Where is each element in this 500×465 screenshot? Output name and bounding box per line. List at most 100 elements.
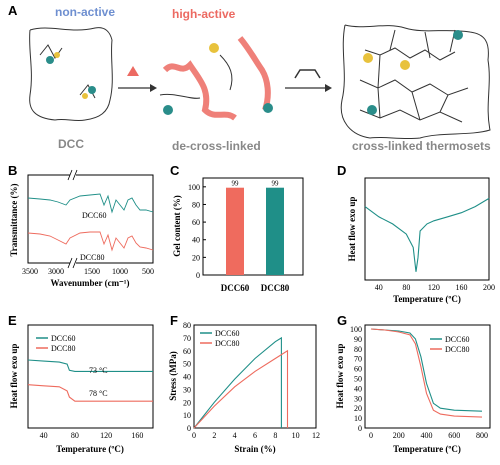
dsc-dcc60-line <box>27 359 153 372</box>
heat-triangle-icon <box>127 66 139 76</box>
tg-annotation-dcc80: 78 °C <box>89 389 108 398</box>
panel-g-axes-frame <box>364 324 491 429</box>
panel-b-xtick: 1000 <box>112 267 128 276</box>
panel-f-ytick: 70 <box>183 334 191 343</box>
legend-label-dcc60: DCC60 <box>51 334 75 343</box>
panel-g-ytick: 0 <box>358 424 362 433</box>
panel-g-ytick: 80 <box>354 345 362 354</box>
panel-b-xtick: 1500 <box>84 267 100 276</box>
panel-f-axes-frame <box>193 324 317 429</box>
panel-g-ytick: 70 <box>354 355 362 364</box>
panel-c-ylabel: Gel content (%) <box>172 195 182 256</box>
panel-g: G DCC60 DCC80 Heat flow exo up 010203040… <box>335 313 491 454</box>
panel-g-xtick: 0 <box>369 431 373 440</box>
arrow-1-head-icon <box>150 84 157 92</box>
dcc-node-yellow-1 <box>54 52 60 58</box>
gel-bar-value-label: 99 <box>272 180 280 188</box>
panel-f-ytick: 50 <box>183 360 191 369</box>
gel-category-label: DCC60 <box>221 283 250 293</box>
panel-f-letter: F <box>170 313 178 328</box>
panel-c-ytick: 80 <box>192 200 200 209</box>
panel-c-ytick: 100 <box>188 183 200 192</box>
panel-c-ytick: 20 <box>192 253 200 262</box>
panel-f-xtick: 4 <box>233 431 237 440</box>
panel-e-xtick: 160 <box>131 431 143 440</box>
panel-f-xlabel: Strain (%) <box>234 444 275 454</box>
panel-d-letter: D <box>337 163 346 178</box>
legend-label-dcc80: DCC80 <box>51 344 75 353</box>
non-active-label: non-active <box>55 5 115 19</box>
panel-e-xlabel: Temperature (ºC) <box>56 444 124 454</box>
crosslinker-icon <box>294 69 321 79</box>
panel-d-xtick: 40 <box>375 283 383 292</box>
panel-g-ytick: 100 <box>350 325 362 334</box>
panel-g-xtick: 200 <box>393 431 405 440</box>
panel-e-ylabel: Heat flow exo up <box>9 344 19 409</box>
dcc-node-yellow-2 <box>82 93 88 99</box>
panel-b-ylabel: Transmittance (%) <box>9 183 19 256</box>
panel-a: A non-active high-active DCC <box>8 3 491 153</box>
legend-label-dcc60: DCC60 <box>215 329 239 338</box>
panel-f-ytick: 60 <box>183 347 191 356</box>
decross-label: de-cross-linked <box>172 139 261 153</box>
panel-c-ytick: 60 <box>192 218 200 227</box>
tg-annotation-dcc60: 73 °C <box>89 366 108 375</box>
gel-bar-dcc60 <box>226 187 244 275</box>
gel-category-label: DCC80 <box>261 283 290 293</box>
thermo-node-yellow-1 <box>400 60 410 70</box>
panel-f-ylabel: Stress (MPa) <box>168 351 178 401</box>
panel-f-ytick: 80 <box>183 321 191 330</box>
decrosslinked-illustration <box>159 36 273 121</box>
decross-node-green-1 <box>163 105 173 115</box>
panel-b-xlabel: Wavenumber (cm⁻¹) <box>50 278 129 288</box>
panel-e-xtick: 120 <box>100 431 112 440</box>
panel-e: E DCC60 DCC80 73 °C 78 °C Heat flow exo … <box>8 313 154 454</box>
panel-b-letter: B <box>8 163 17 178</box>
panel-d-xtick: 120 <box>428 283 440 292</box>
gel-bar-value-label: 99 <box>232 180 240 188</box>
panel-g-ytick: 10 <box>354 414 362 423</box>
panel-b: B DCC60 DCC80 Transmittance (%) 3500 300… <box>8 163 154 288</box>
high-active-label: high-active <box>172 7 236 21</box>
panel-g-ytick: 20 <box>354 404 362 413</box>
panel-b-xtick: 500 <box>142 267 154 276</box>
panel-f-xtick: 12 <box>312 431 320 440</box>
dcc-node-green-2 <box>88 86 96 94</box>
panel-f-ytick: 40 <box>183 373 191 382</box>
panel-g-ylabel: Heat flow exo up <box>335 344 345 409</box>
panel-g-ytick: 30 <box>354 394 362 403</box>
panel-g-xlabel: Temperature (ºC) <box>393 444 461 454</box>
decross-node-yellow-1 <box>209 43 219 53</box>
panel-f-xtick: 8 <box>273 431 277 440</box>
panel-d-xtick: 200 <box>483 283 495 292</box>
panel-d-axes-frame <box>364 177 490 281</box>
panel-f-xtick: 2 <box>212 431 216 440</box>
thermo-node-yellow-2 <box>363 53 373 63</box>
panel-e-xtick: 80 <box>71 431 79 440</box>
panel-g-ytick: 40 <box>354 384 362 393</box>
thermo-node-green-1 <box>453 30 463 40</box>
ftir-legend-dcc80: DCC80 <box>80 253 104 262</box>
ftir-dcc80-line <box>27 231 154 252</box>
panel-c-ytick: 0 <box>196 271 200 280</box>
decross-node-green-2 <box>263 103 273 113</box>
ftir-dcc60-line <box>27 193 154 214</box>
panel-b-xtick: 3000 <box>48 267 64 276</box>
panel-d-ylabel: Heat flow exo up <box>347 197 357 262</box>
panel-f-xtick: 6 <box>253 431 257 440</box>
panel-d: D Heat flow exo up 40 80 120 160 200 Tempera… <box>337 163 495 304</box>
panel-a-letter: A <box>8 3 18 18</box>
legend-label-dcc80: DCC80 <box>445 345 469 354</box>
panel-f-ytick: 10 <box>183 411 191 420</box>
thermo-node-green-2 <box>367 105 377 115</box>
legend-label-dcc80: DCC80 <box>215 339 239 348</box>
panel-d-xtick: 80 <box>402 283 410 292</box>
legend-label-dcc60: DCC60 <box>445 335 469 344</box>
panel-e-letter: E <box>8 313 17 328</box>
tga-dcc80-line <box>370 328 483 418</box>
thermoset-label: cross-linked thermosets <box>352 139 491 153</box>
stress-strain-dcc60-line <box>193 336 282 429</box>
dsc-curve-line <box>364 197 490 272</box>
panel-d-xlabel: Temperature (ºC) <box>393 294 461 304</box>
dcc-node-green-1 <box>46 56 54 64</box>
